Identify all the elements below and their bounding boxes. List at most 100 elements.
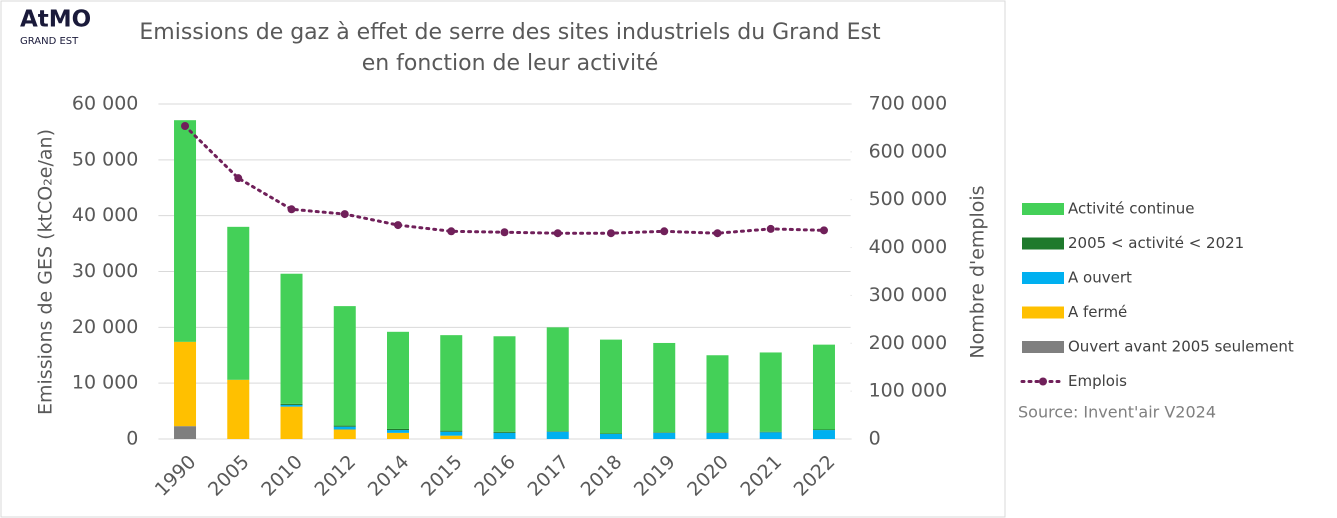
y2-tick-label: 500 000 xyxy=(869,188,948,210)
bar-segment xyxy=(333,429,356,439)
x-tick-label: 2016 xyxy=(470,451,520,501)
bar-segment xyxy=(440,430,463,432)
line-point xyxy=(660,227,669,236)
y2-tick-label: 200 000 xyxy=(869,332,948,354)
x-tick-label: 2018 xyxy=(577,451,627,501)
line-point xyxy=(553,229,562,238)
bar-segment xyxy=(759,431,782,433)
line-point xyxy=(234,174,243,183)
bar-segment xyxy=(706,355,729,433)
bar-segment xyxy=(493,336,516,432)
line-point xyxy=(447,227,456,236)
legend-label: 2005 < activité < 2021 xyxy=(1068,234,1244,252)
bar-segment xyxy=(546,431,569,439)
legend-label: A fermé xyxy=(1068,303,1127,321)
legend-label: Emplois xyxy=(1068,372,1127,390)
bar-segment xyxy=(812,430,835,439)
bar-segment xyxy=(812,429,835,431)
bar-segment xyxy=(227,379,250,439)
x-tick-label: 2019 xyxy=(630,451,680,501)
bar-segment xyxy=(280,403,303,405)
bar-segment xyxy=(653,432,676,439)
line-point xyxy=(766,224,775,233)
logo-sub: GRAND EST xyxy=(20,36,79,47)
legend-label: A ouvert xyxy=(1068,269,1132,287)
bar-segment xyxy=(493,432,516,439)
bar-segment xyxy=(653,342,676,433)
x-tick-label: 2021 xyxy=(736,451,786,501)
chart-frame xyxy=(0,0,1006,518)
bar-segment xyxy=(599,339,622,434)
x-tick-label: 2010 xyxy=(257,451,307,501)
y2-tick-label: 700 000 xyxy=(869,93,948,115)
bar-segment xyxy=(812,344,835,430)
x-tick-label: 2015 xyxy=(417,451,467,501)
x-tick-label: 2014 xyxy=(364,451,414,501)
bar-segment xyxy=(706,432,729,433)
y-tick-label: 10 000 xyxy=(72,372,138,394)
line-point xyxy=(606,229,615,238)
bar-segment xyxy=(174,120,197,342)
legend-label: Activité continue xyxy=(1068,200,1194,218)
legend-swatch xyxy=(1039,377,1047,386)
bar-segment xyxy=(280,406,303,439)
y2-tick-label: 300 000 xyxy=(869,284,948,306)
bar-segment xyxy=(333,425,356,427)
bar-segment xyxy=(280,273,303,404)
bar-segment xyxy=(759,432,782,439)
x-tick-label: 2012 xyxy=(310,451,360,501)
bar-segment xyxy=(333,426,356,430)
y2-tick-label: 600 000 xyxy=(869,140,948,162)
y2-tick-label: 0 xyxy=(869,428,881,450)
legend-swatch xyxy=(1022,203,1064,215)
line-point xyxy=(340,210,349,219)
bar-segment xyxy=(653,432,676,433)
x-tick-label: 1990 xyxy=(151,451,201,501)
bar-segment xyxy=(493,431,516,433)
bar-segment xyxy=(706,432,729,439)
bar-segment xyxy=(440,435,463,439)
y-axis-title: Emissions de GES (ktCO₂e/an) xyxy=(35,129,57,415)
y-tick-label: 30 000 xyxy=(72,260,138,282)
bar-segment xyxy=(759,352,782,432)
bar-segment xyxy=(546,327,569,432)
bar-segment xyxy=(387,432,410,439)
bar-segment xyxy=(387,430,410,433)
y2-axis-title: Nombre d'emplois xyxy=(967,185,989,358)
bar-segment xyxy=(280,404,303,407)
line-point xyxy=(394,221,403,230)
y-tick-label: 40 000 xyxy=(72,204,138,226)
bar-segment xyxy=(174,426,197,439)
bar-segment xyxy=(333,306,356,426)
bar-segment xyxy=(174,341,197,427)
chart-title: Emissions de gaz à effet de serre des si… xyxy=(139,20,881,45)
chart-title: en fonction de leur activité xyxy=(362,51,659,76)
line-point xyxy=(181,122,190,131)
line-series xyxy=(183,124,826,235)
y2-tick-label: 100 000 xyxy=(869,380,948,402)
bar-segment xyxy=(227,226,250,380)
legend-swatch xyxy=(1022,341,1064,353)
logo: AtMO xyxy=(20,7,91,33)
line-point xyxy=(713,229,722,238)
bar-segment xyxy=(387,428,410,431)
legend-label: Ouvert avant 2005 seulement xyxy=(1068,338,1294,356)
bar-segment xyxy=(440,431,463,436)
line-point xyxy=(287,205,296,214)
x-tick-label: 2017 xyxy=(523,451,573,501)
bar-segment xyxy=(440,335,463,431)
bar-segment xyxy=(546,431,569,432)
y2-tick-label: 400 000 xyxy=(869,236,948,258)
line-point xyxy=(500,228,509,237)
y-tick-label: 50 000 xyxy=(72,148,138,170)
bar-segment xyxy=(599,433,622,434)
y-tick-label: 60 000 xyxy=(72,93,138,115)
line-point xyxy=(819,226,828,235)
bar-segment xyxy=(387,331,410,429)
legend-swatch xyxy=(1022,237,1064,250)
x-tick-label: 2020 xyxy=(683,451,733,501)
source: Source: Invent'air V2024 xyxy=(1018,403,1216,422)
x-tick-label: 2022 xyxy=(790,451,840,501)
y-tick-label: 0 xyxy=(126,428,138,450)
